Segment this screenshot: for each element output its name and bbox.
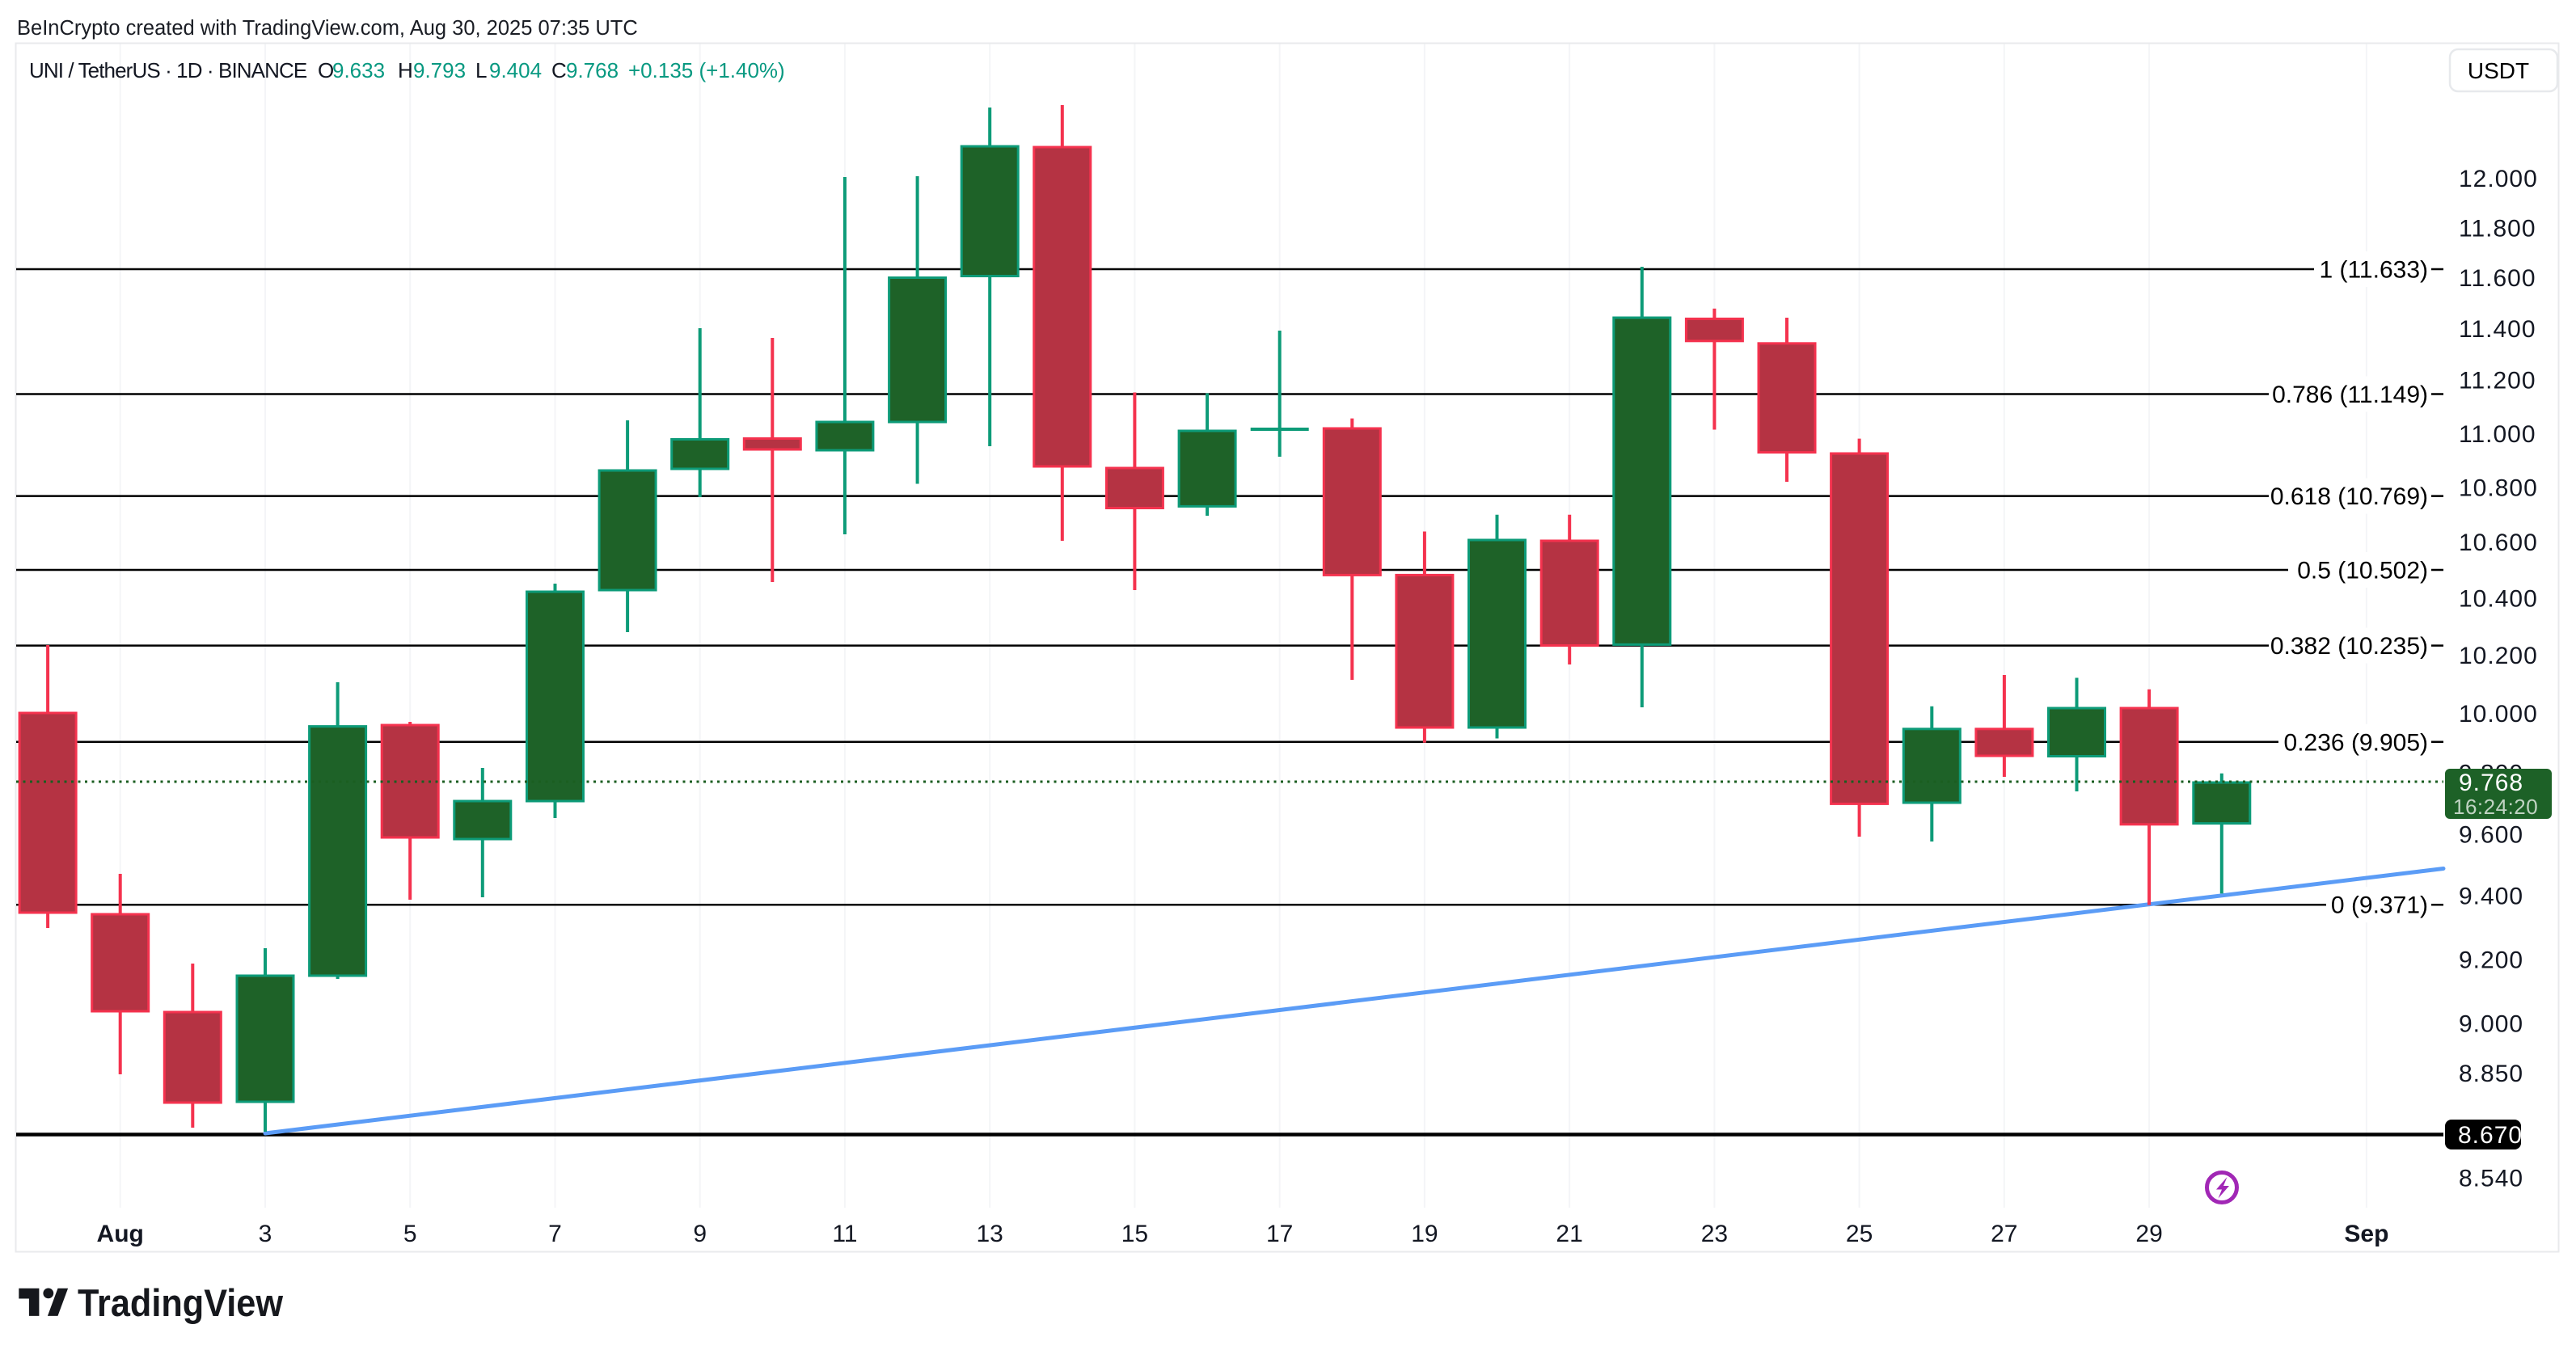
svg-text:5: 5 (403, 1221, 417, 1247)
svg-text:7: 7 (548, 1221, 562, 1247)
svg-text:L: L (475, 58, 487, 82)
svg-text:11: 11 (832, 1221, 857, 1247)
svg-text:23: 23 (1701, 1221, 1728, 1247)
svg-text:0.618 (10.769): 0.618 (10.769) (2270, 483, 2428, 510)
svg-text:TradingView: TradingView (78, 1281, 283, 1324)
svg-text:10.600: 10.600 (2459, 529, 2538, 556)
svg-text:0.5 (10.502): 0.5 (10.502) (2297, 558, 2428, 584)
svg-text:29: 29 (2135, 1221, 2162, 1247)
svg-text:11.000: 11.000 (2459, 421, 2536, 448)
svg-text:9.793: 9.793 (413, 58, 466, 82)
svg-text:13: 13 (977, 1221, 1003, 1247)
svg-text:Sep: Sep (2344, 1221, 2388, 1247)
svg-text:0 (9.371): 0 (9.371) (2331, 892, 2428, 919)
svg-text:11.800: 11.800 (2459, 216, 2536, 243)
svg-text:UNI / TetherUS · 1D · BINANCE: UNI / TetherUS · 1D · BINANCE (29, 58, 307, 82)
svg-text:9: 9 (693, 1221, 707, 1247)
svg-text:21: 21 (1556, 1221, 1582, 1247)
svg-text:9.200: 9.200 (2459, 947, 2523, 974)
svg-text:8.850: 8.850 (2459, 1061, 2523, 1087)
svg-text:9.404: 9.404 (489, 58, 542, 82)
svg-text:0.786 (11.149): 0.786 (11.149) (2272, 382, 2428, 408)
svg-text:O: O (318, 58, 334, 82)
svg-text:+0.135 (+1.40%): +0.135 (+1.40%) (628, 58, 785, 82)
svg-text:3: 3 (259, 1221, 272, 1247)
svg-text:8.540: 8.540 (2459, 1166, 2523, 1192)
svg-text:25: 25 (1846, 1221, 1873, 1247)
svg-text:1 (11.633): 1 (11.633) (2319, 257, 2428, 284)
svg-text:Aug: Aug (97, 1221, 144, 1247)
svg-text:11.200: 11.200 (2459, 368, 2536, 394)
svg-text:H: H (398, 58, 413, 82)
svg-text:11.600: 11.600 (2459, 265, 2536, 292)
svg-text:0.236 (9.905): 0.236 (9.905) (2284, 729, 2428, 756)
svg-text:9.768: 9.768 (2459, 770, 2523, 796)
svg-text:10.400: 10.400 (2459, 586, 2538, 613)
svg-text:9.000: 9.000 (2459, 1011, 2523, 1038)
svg-text:0.382 (10.235): 0.382 (10.235) (2270, 633, 2428, 660)
svg-text:17: 17 (1266, 1221, 1293, 1247)
svg-text:9.600: 9.600 (2459, 821, 2523, 848)
svg-text:9.400: 9.400 (2459, 884, 2523, 910)
svg-text:27: 27 (1991, 1221, 2017, 1247)
svg-text:15: 15 (1121, 1221, 1148, 1247)
svg-text:C: C (551, 58, 567, 82)
svg-text:12.000: 12.000 (2459, 166, 2538, 192)
svg-text:10.800: 10.800 (2459, 475, 2538, 502)
svg-text:11.400: 11.400 (2459, 316, 2536, 343)
svg-text:BeInCrypto created with Tradin: BeInCrypto created with TradingView.com,… (17, 17, 638, 40)
svg-text:16:24:20: 16:24:20 (2453, 795, 2538, 819)
svg-text:8.670: 8.670 (2458, 1122, 2523, 1149)
svg-text:10.200: 10.200 (2459, 643, 2538, 669)
svg-text:9.633: 9.633 (332, 58, 385, 82)
svg-text:9.768: 9.768 (566, 58, 619, 82)
svg-text:10.000: 10.000 (2459, 701, 2538, 728)
svg-text:19: 19 (1411, 1221, 1438, 1247)
svg-text:USDT: USDT (2468, 58, 2529, 83)
